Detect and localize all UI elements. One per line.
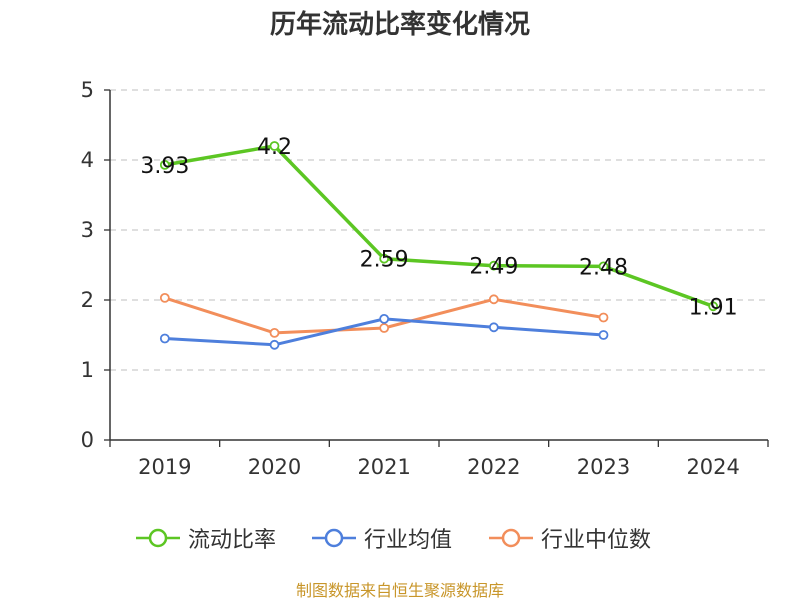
legend-item-industry-median[interactable]: 行业中位数 bbox=[487, 518, 651, 558]
source-note: 制图数据来自恒生聚源数据库 bbox=[295, 581, 504, 600]
data-point bbox=[379, 313, 390, 324]
legend-label: 行业中位数 bbox=[541, 528, 652, 553]
data-point bbox=[159, 333, 170, 344]
y-tick-label: 5 bbox=[81, 78, 94, 102]
x-tick-label: 2023 bbox=[577, 455, 630, 479]
data-point bbox=[269, 339, 280, 350]
data-point bbox=[598, 261, 609, 272]
x-tick-label: 2019 bbox=[138, 455, 191, 479]
legend-label: 行业均值 bbox=[364, 528, 453, 553]
legend-line-icon bbox=[489, 528, 533, 548]
y-tick-label: 0 bbox=[81, 428, 94, 452]
chart-title: 历年流动比率变化情况 bbox=[269, 10, 530, 40]
data-point bbox=[708, 301, 719, 312]
data-label: 2.49 bbox=[469, 255, 518, 280]
data-point bbox=[488, 260, 499, 271]
data-label: 2.59 bbox=[360, 248, 409, 273]
series bbox=[159, 141, 719, 350]
series-line bbox=[164, 144, 714, 308]
y-tick-label: 1 bbox=[81, 358, 94, 382]
data-point bbox=[159, 159, 170, 170]
data-point bbox=[488, 294, 499, 305]
data-label: 1.91 bbox=[689, 295, 738, 320]
data-point bbox=[598, 312, 609, 323]
axes: 0 1 2 3 4 5 2019 2020 2021 2022 2023 2024 bbox=[81, 78, 769, 479]
legend-label: 流动比率 bbox=[188, 528, 277, 553]
data-label: 2.48 bbox=[579, 255, 628, 280]
x-tick-label: 2022 bbox=[467, 455, 520, 479]
data-point bbox=[379, 323, 390, 333]
data-point bbox=[488, 322, 499, 333]
grid-lines bbox=[110, 89, 768, 371]
legend-item-industry-mean[interactable]: 行业均值 bbox=[310, 518, 452, 558]
y-tick-label: 2 bbox=[81, 288, 94, 312]
x-tick-label: 2024 bbox=[686, 455, 739, 479]
y-tick-label: 3 bbox=[81, 218, 94, 242]
data-labels: 3.93 4.2 2.59 2.49 2.48 1.91 bbox=[140, 135, 737, 320]
legend-line-icon bbox=[312, 528, 356, 548]
data-point bbox=[269, 141, 280, 151]
x-tick-label: 2020 bbox=[248, 455, 301, 479]
legend-line-icon bbox=[136, 528, 180, 548]
data-point bbox=[159, 292, 170, 303]
legend-item-current-ratio[interactable]: 流动比率 bbox=[134, 518, 276, 558]
x-tick-label: 2021 bbox=[357, 455, 410, 479]
data-label: 3.93 bbox=[140, 154, 189, 179]
data-point bbox=[598, 330, 609, 340]
y-tick-label: 4 bbox=[81, 148, 94, 172]
data-point bbox=[379, 253, 390, 264]
data-label: 4.2 bbox=[257, 135, 292, 160]
data-point bbox=[269, 327, 280, 338]
